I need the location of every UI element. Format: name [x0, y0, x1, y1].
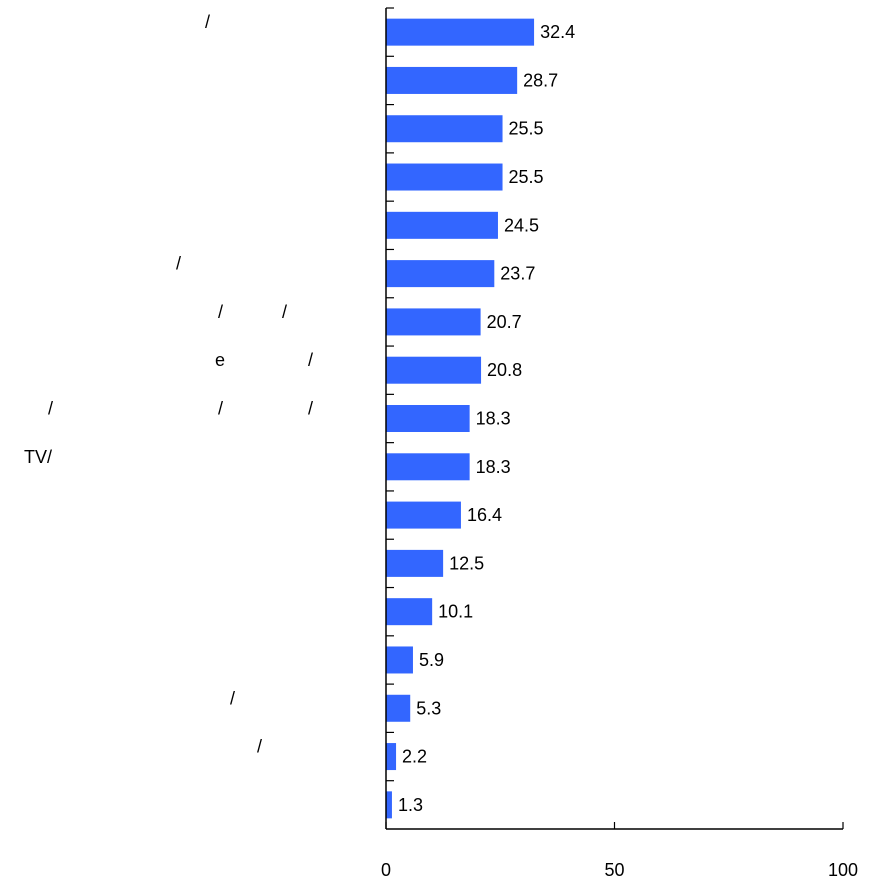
bar-3	[386, 163, 503, 191]
bar-7	[386, 356, 482, 384]
bar-1	[386, 66, 518, 94]
bars	[386, 18, 535, 819]
value-label-12: 10.1	[438, 602, 473, 622]
bar-9	[386, 453, 470, 481]
bar-4	[386, 211, 498, 239]
bar-0	[386, 18, 535, 46]
category-labels: ////e////TV///	[24, 12, 313, 756]
bar-2	[386, 115, 503, 143]
value-label-2: 25.5	[509, 119, 544, 139]
bar-12	[386, 598, 433, 626]
bar-14	[386, 694, 411, 722]
value-label-14: 5.3	[416, 698, 441, 718]
value-label-5: 23.7	[500, 264, 535, 284]
x-tick-label-2: 100	[828, 860, 858, 880]
value-label-11: 12.5	[449, 553, 484, 573]
bar-13	[386, 646, 413, 674]
value-labels: 32.4 28.7 25.5 25.5 24.5 23.7 20.7 20.8 18.3 18.3…	[398, 22, 575, 815]
category-label-0: /	[205, 12, 210, 32]
category-label-9: TV/	[24, 447, 52, 467]
value-label-8: 18.3	[476, 409, 511, 429]
category-label-15: /	[257, 737, 262, 757]
value-label-3: 25.5	[509, 167, 544, 187]
x-tick-label-1: 50	[604, 860, 624, 880]
value-label-16: 1.3	[398, 795, 423, 815]
value-label-0: 32.4	[540, 22, 575, 42]
bar-15	[386, 743, 397, 771]
axis-ticks: 0 50 100	[381, 7, 858, 880]
value-label-13: 5.9	[419, 650, 444, 670]
value-label-6: 20.7	[487, 312, 522, 332]
category-label-8: / / /	[48, 399, 313, 419]
x-tick-label-0: 0	[381, 860, 391, 880]
value-label-9: 18.3	[476, 457, 511, 477]
bar-8	[386, 405, 470, 432]
category-label-6: / /	[218, 302, 287, 322]
bar-11	[386, 549, 444, 577]
bar-6	[386, 308, 481, 336]
value-label-10: 16.4	[467, 505, 502, 525]
bar-16	[386, 791, 392, 819]
value-label-15: 2.2	[402, 747, 427, 767]
bar-10	[386, 501, 461, 529]
category-label-7: e /	[215, 350, 313, 370]
category-label-5: /	[176, 254, 181, 274]
value-label-4: 24.5	[504, 215, 539, 235]
category-label-14: /	[230, 688, 235, 708]
value-label-7: 20.8	[487, 360, 522, 380]
value-label-1: 28.7	[523, 70, 558, 90]
bar-5	[386, 260, 495, 288]
